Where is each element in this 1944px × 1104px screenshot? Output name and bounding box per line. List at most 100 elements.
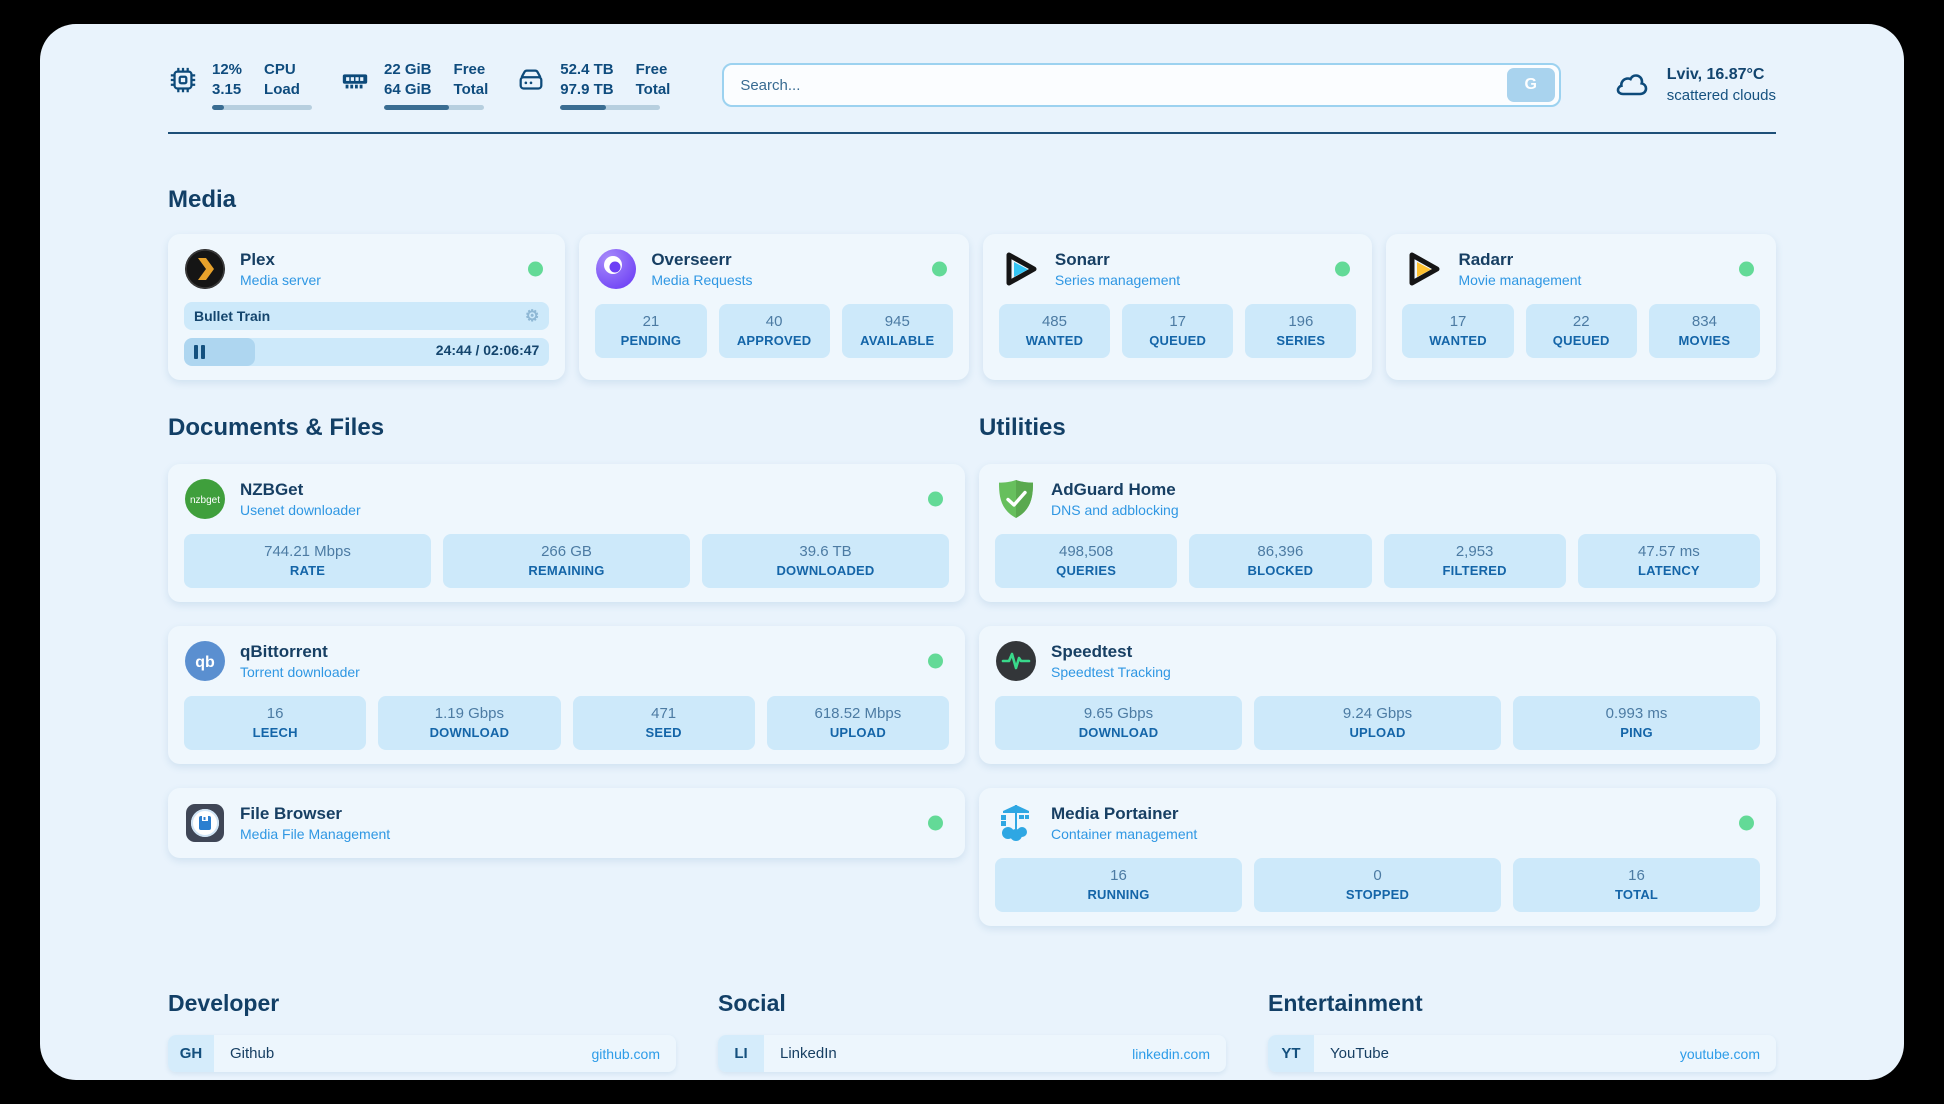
filebrowser-icon: [186, 804, 224, 842]
plex-name: Plex: [240, 249, 275, 269]
radarr-queued-stat: 22 QUEUED: [1525, 304, 1637, 358]
cpu-label: CPU: [264, 61, 296, 78]
developer-section-title: Developer: [168, 990, 280, 1016]
playback-progress-bar[interactable]: 24:44 / 02:06:47: [184, 338, 550, 366]
sonarr-name: Sonarr: [1054, 249, 1110, 269]
cloud-icon: [1616, 74, 1648, 96]
weather-widget: Lviv, 16.87°C scattered clouds: [1613, 64, 1776, 106]
qbittorrent-card[interactable]: qb qBittorrent Torrent downloader 16 LEEC…: [168, 626, 965, 764]
ram-free-label: Free: [453, 61, 486, 78]
nzbget-subtitle: Usenet downloader: [240, 501, 361, 518]
disk-icon: [519, 69, 543, 90]
radarr-icon: [1409, 252, 1440, 286]
speedtest-download-stat: 9.65 Gbps DOWNLOAD: [995, 696, 1242, 750]
qbittorrent-download-stat: 1.19 Gbps DOWNLOAD: [378, 696, 561, 750]
load-label: Load: [264, 80, 300, 98]
radarr-movies-stat: 834 MOVIES: [1648, 304, 1760, 358]
cpu-progress-bar: [212, 105, 312, 110]
portainer-stopped-stat: 0 STOPPED: [1254, 858, 1501, 912]
plex-icon: [185, 249, 225, 289]
google-search-button[interactable]: G: [1506, 68, 1555, 102]
disk-total-label: Total: [635, 80, 671, 98]
youtube-abbr-badge: YT: [1268, 1035, 1314, 1072]
link-github[interactable]: GH Github github.com: [168, 1035, 676, 1072]
adguard-subtitle: DNS and adblocking: [1051, 501, 1179, 518]
portainer-status-dot: [1739, 815, 1754, 831]
top-bar: 12% 3.15 CPU Load: [168, 54, 1776, 116]
disk-free-value: 52.4 TB: [560, 61, 614, 78]
speedtest-subtitle: Speedtest Tracking: [1051, 663, 1171, 680]
filebrowser-subtitle: Media File Management: [240, 825, 391, 842]
radarr-wanted-stat: 17 WANTED: [1402, 304, 1514, 358]
pause-icon[interactable]: [194, 345, 205, 359]
nzbget-downloaded-stat: 39.6 TB DOWNLOADED: [702, 534, 949, 588]
playback-time: 24:44 / 02:06:47: [435, 342, 540, 358]
weather-location-temp: Lviv, 16.87°C: [1666, 66, 1765, 84]
overseerr-icon: [596, 249, 637, 289]
search-input[interactable]: [740, 76, 1507, 94]
ram-free-value: 22 GiB: [384, 61, 432, 78]
ram-total-label: Total: [453, 80, 489, 98]
link-youtube[interactable]: YT YouTube youtube.com: [1268, 1035, 1776, 1072]
nzbget-card[interactable]: nzbget NZBGet Usenet downloader 744.21 M…: [168, 464, 965, 602]
plex-card[interactable]: Plex Media server Bullet Train ⚙ 24:44 /…: [168, 234, 566, 380]
portainer-card[interactable]: Media Portainer Container management 16 R…: [979, 788, 1776, 926]
filebrowser-status-dot: [928, 815, 943, 831]
qbittorrent-status-dot: [928, 653, 943, 669]
adguard-card[interactable]: AdGuard Home DNS and adblocking 498,508 Q…: [979, 464, 1776, 602]
adguard-blocked-stat: 86,396 BLOCKED: [1189, 534, 1372, 588]
nzbget-icon: nzbget: [185, 479, 225, 519]
speedtest-icon: [996, 641, 1036, 681]
overseerr-name: Overseerr: [651, 249, 732, 269]
link-linkedin[interactable]: LI LinkedIn linkedin.com: [718, 1035, 1226, 1072]
portainer-icon: [1001, 805, 1029, 841]
filebrowser-card[interactable]: File Browser Media File Management: [168, 788, 965, 858]
adguard-latency-stat: 47.57 ms LATENCY: [1577, 534, 1760, 588]
entertainment-section: Entertainment YT YouTube youtube.com NF …: [1268, 990, 1776, 1080]
disk-stat: 52.4 TB 97.9 TB Free Total: [516, 60, 670, 110]
ram-icon: [342, 73, 368, 88]
disk-total-value: 97.9 TB: [560, 80, 614, 98]
adguard-name: AdGuard Home: [1051, 479, 1176, 499]
radarr-card[interactable]: Radarr Movie management 17 WANTED 22 QUEUE…: [1386, 234, 1776, 380]
linkedin-abbr-badge: LI: [718, 1035, 764, 1072]
sonarr-status-dot: [1335, 261, 1351, 277]
overseerr-subtitle: Media Requests: [651, 271, 753, 288]
adguard-filtered-stat: 2,953 FILTERED: [1383, 534, 1566, 588]
radarr-name: Radarr: [1458, 249, 1514, 269]
qbittorrent-subtitle: Torrent downloader: [240, 663, 360, 680]
speedtest-upload-stat: 9.24 Gbps UPLOAD: [1254, 696, 1501, 750]
radarr-subtitle: Movie management: [1458, 271, 1582, 288]
sonarr-wanted-stat: 485 WANTED: [998, 304, 1111, 358]
gear-icon[interactable]: ⚙: [524, 308, 540, 325]
sonarr-icon: [1006, 252, 1037, 286]
radarr-status-dot: [1739, 261, 1754, 277]
documents-column: Documents & Files nzbget NZBGet Usenet d…: [168, 414, 965, 926]
cpu-icon: [170, 67, 196, 92]
qbittorrent-leech-stat: 16 LEECH: [184, 696, 367, 750]
qbittorrent-name: qBittorrent: [240, 641, 328, 661]
speedtest-card[interactable]: Speedtest Speedtest Tracking 9.65 Gbps DO…: [979, 626, 1776, 764]
overseerr-card[interactable]: Overseerr Media Requests 21 PENDING 40 APP…: [579, 234, 969, 380]
ram-stat: 22 GiB 64 GiB Free Total: [340, 60, 488, 110]
nzbget-name: NZBGet: [240, 479, 304, 499]
ram-progress-bar: [384, 105, 484, 110]
weather-condition: scattered clouds: [1666, 86, 1776, 104]
nzbget-remaining-stat: 266 GB REMAINING: [443, 534, 690, 588]
cpu-usage-value: 12%: [212, 61, 243, 78]
sonarr-subtitle: Series management: [1054, 271, 1181, 288]
media-section-title: Media: [168, 186, 237, 213]
cpu-load-value: 3.15: [212, 80, 242, 98]
entertainment-section-title: Entertainment: [1268, 990, 1423, 1016]
sonarr-card[interactable]: Sonarr Series management 485 WANTED 17 QUE…: [982, 234, 1373, 380]
social-section: Social LI LinkedIn linkedin.com TW Twitt…: [718, 990, 1226, 1080]
developer-section: Developer GH Github github.com SO StackO…: [168, 990, 676, 1080]
qbittorrent-icon: qb: [185, 641, 225, 681]
nzbget-status-dot: [928, 491, 943, 507]
utilities-column: Utilities AdGuard Home DNS and adblockin…: [979, 414, 1776, 926]
overseerr-status-dot: [931, 261, 947, 277]
dashboard-page: 12% 3.15 CPU Load: [40, 24, 1904, 1080]
social-section-title: Social: [718, 990, 786, 1016]
disk-progress-bar: [560, 105, 661, 110]
sonarr-queued-stat: 17 QUEUED: [1122, 304, 1234, 358]
